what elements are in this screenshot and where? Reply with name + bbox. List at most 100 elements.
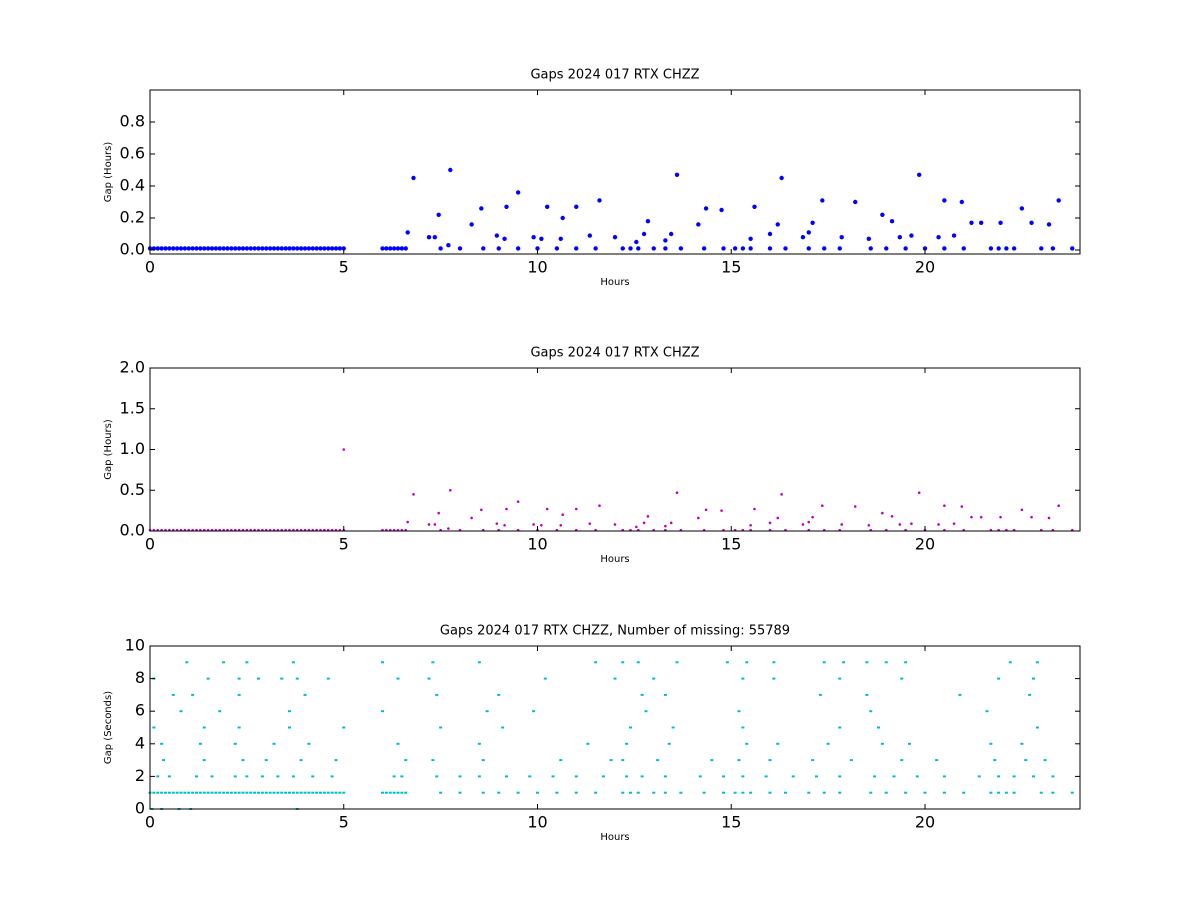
point (720, 509, 723, 512)
point (668, 231, 674, 237)
point (319, 791, 322, 794)
point (635, 525, 638, 529)
point (222, 661, 226, 664)
point (388, 246, 393, 251)
point (528, 775, 532, 778)
point (748, 236, 753, 241)
subplot-title: Gaps 2024 017 RTX CHZZ (530, 346, 699, 361)
point (741, 791, 745, 794)
point (299, 759, 303, 762)
point (190, 246, 195, 251)
y-tick-label: 8 (135, 668, 145, 687)
point (392, 775, 396, 778)
point (229, 791, 233, 794)
point (620, 246, 625, 251)
point (1012, 791, 1016, 794)
point (806, 246, 811, 251)
point (923, 791, 927, 794)
y-axis-label: Gap (Hours) (103, 419, 114, 480)
point (229, 246, 234, 251)
point (539, 236, 544, 241)
point (438, 246, 443, 251)
point (867, 523, 871, 527)
point (818, 693, 822, 696)
point (663, 246, 668, 251)
point (481, 246, 486, 251)
point (651, 246, 656, 251)
y-tick-label: 2 (135, 766, 145, 785)
point (171, 246, 176, 251)
point (574, 204, 579, 209)
point (240, 246, 246, 251)
point (167, 775, 171, 778)
point (283, 246, 288, 251)
y-tick-label: 6 (135, 701, 145, 720)
point (326, 791, 330, 794)
point (853, 505, 857, 508)
point (664, 524, 667, 528)
point (210, 791, 214, 794)
point (295, 677, 299, 680)
point (594, 791, 598, 794)
point (719, 207, 724, 213)
point (481, 791, 485, 794)
point (329, 246, 335, 251)
y-tick-label: 10 (125, 636, 145, 655)
point (237, 677, 241, 680)
point (594, 661, 598, 664)
x-tick-label: 0 (145, 813, 155, 832)
point (740, 246, 746, 251)
point (1051, 791, 1055, 794)
point (839, 235, 844, 240)
point (960, 505, 964, 508)
point (171, 693, 175, 696)
point (391, 246, 397, 251)
point (276, 775, 280, 778)
point (485, 710, 489, 713)
point (337, 246, 343, 251)
point (737, 759, 741, 762)
y-tick-label: 0 (135, 799, 145, 818)
point (877, 726, 880, 729)
point (806, 230, 811, 235)
point (167, 791, 171, 794)
point (767, 246, 773, 251)
point (943, 504, 946, 508)
point (244, 246, 250, 251)
point (722, 791, 725, 794)
point (1070, 246, 1075, 251)
point (838, 726, 842, 729)
point (163, 246, 168, 251)
point (776, 742, 780, 745)
point (272, 791, 276, 794)
point (629, 726, 632, 729)
point (988, 246, 994, 251)
point (318, 246, 323, 251)
point (505, 775, 508, 778)
point (725, 661, 729, 664)
point (381, 661, 384, 664)
point (1030, 515, 1033, 519)
point (890, 515, 894, 518)
point (889, 219, 895, 224)
point (815, 775, 818, 778)
point (392, 791, 396, 794)
point (446, 243, 451, 248)
x-tick-label: 5 (339, 258, 349, 277)
point (784, 791, 787, 794)
point (587, 233, 593, 238)
point (625, 742, 629, 745)
point (205, 246, 211, 251)
point (388, 791, 392, 794)
point (910, 522, 913, 525)
point (399, 246, 405, 251)
point (554, 246, 560, 251)
subplot: Gaps 2024 017 RTX CHZZ, Number of missin… (103, 624, 1081, 843)
point (897, 235, 903, 240)
point (310, 246, 315, 251)
point (560, 215, 565, 221)
point (306, 246, 312, 251)
point (431, 661, 435, 664)
point (505, 507, 508, 511)
point (1029, 220, 1034, 225)
